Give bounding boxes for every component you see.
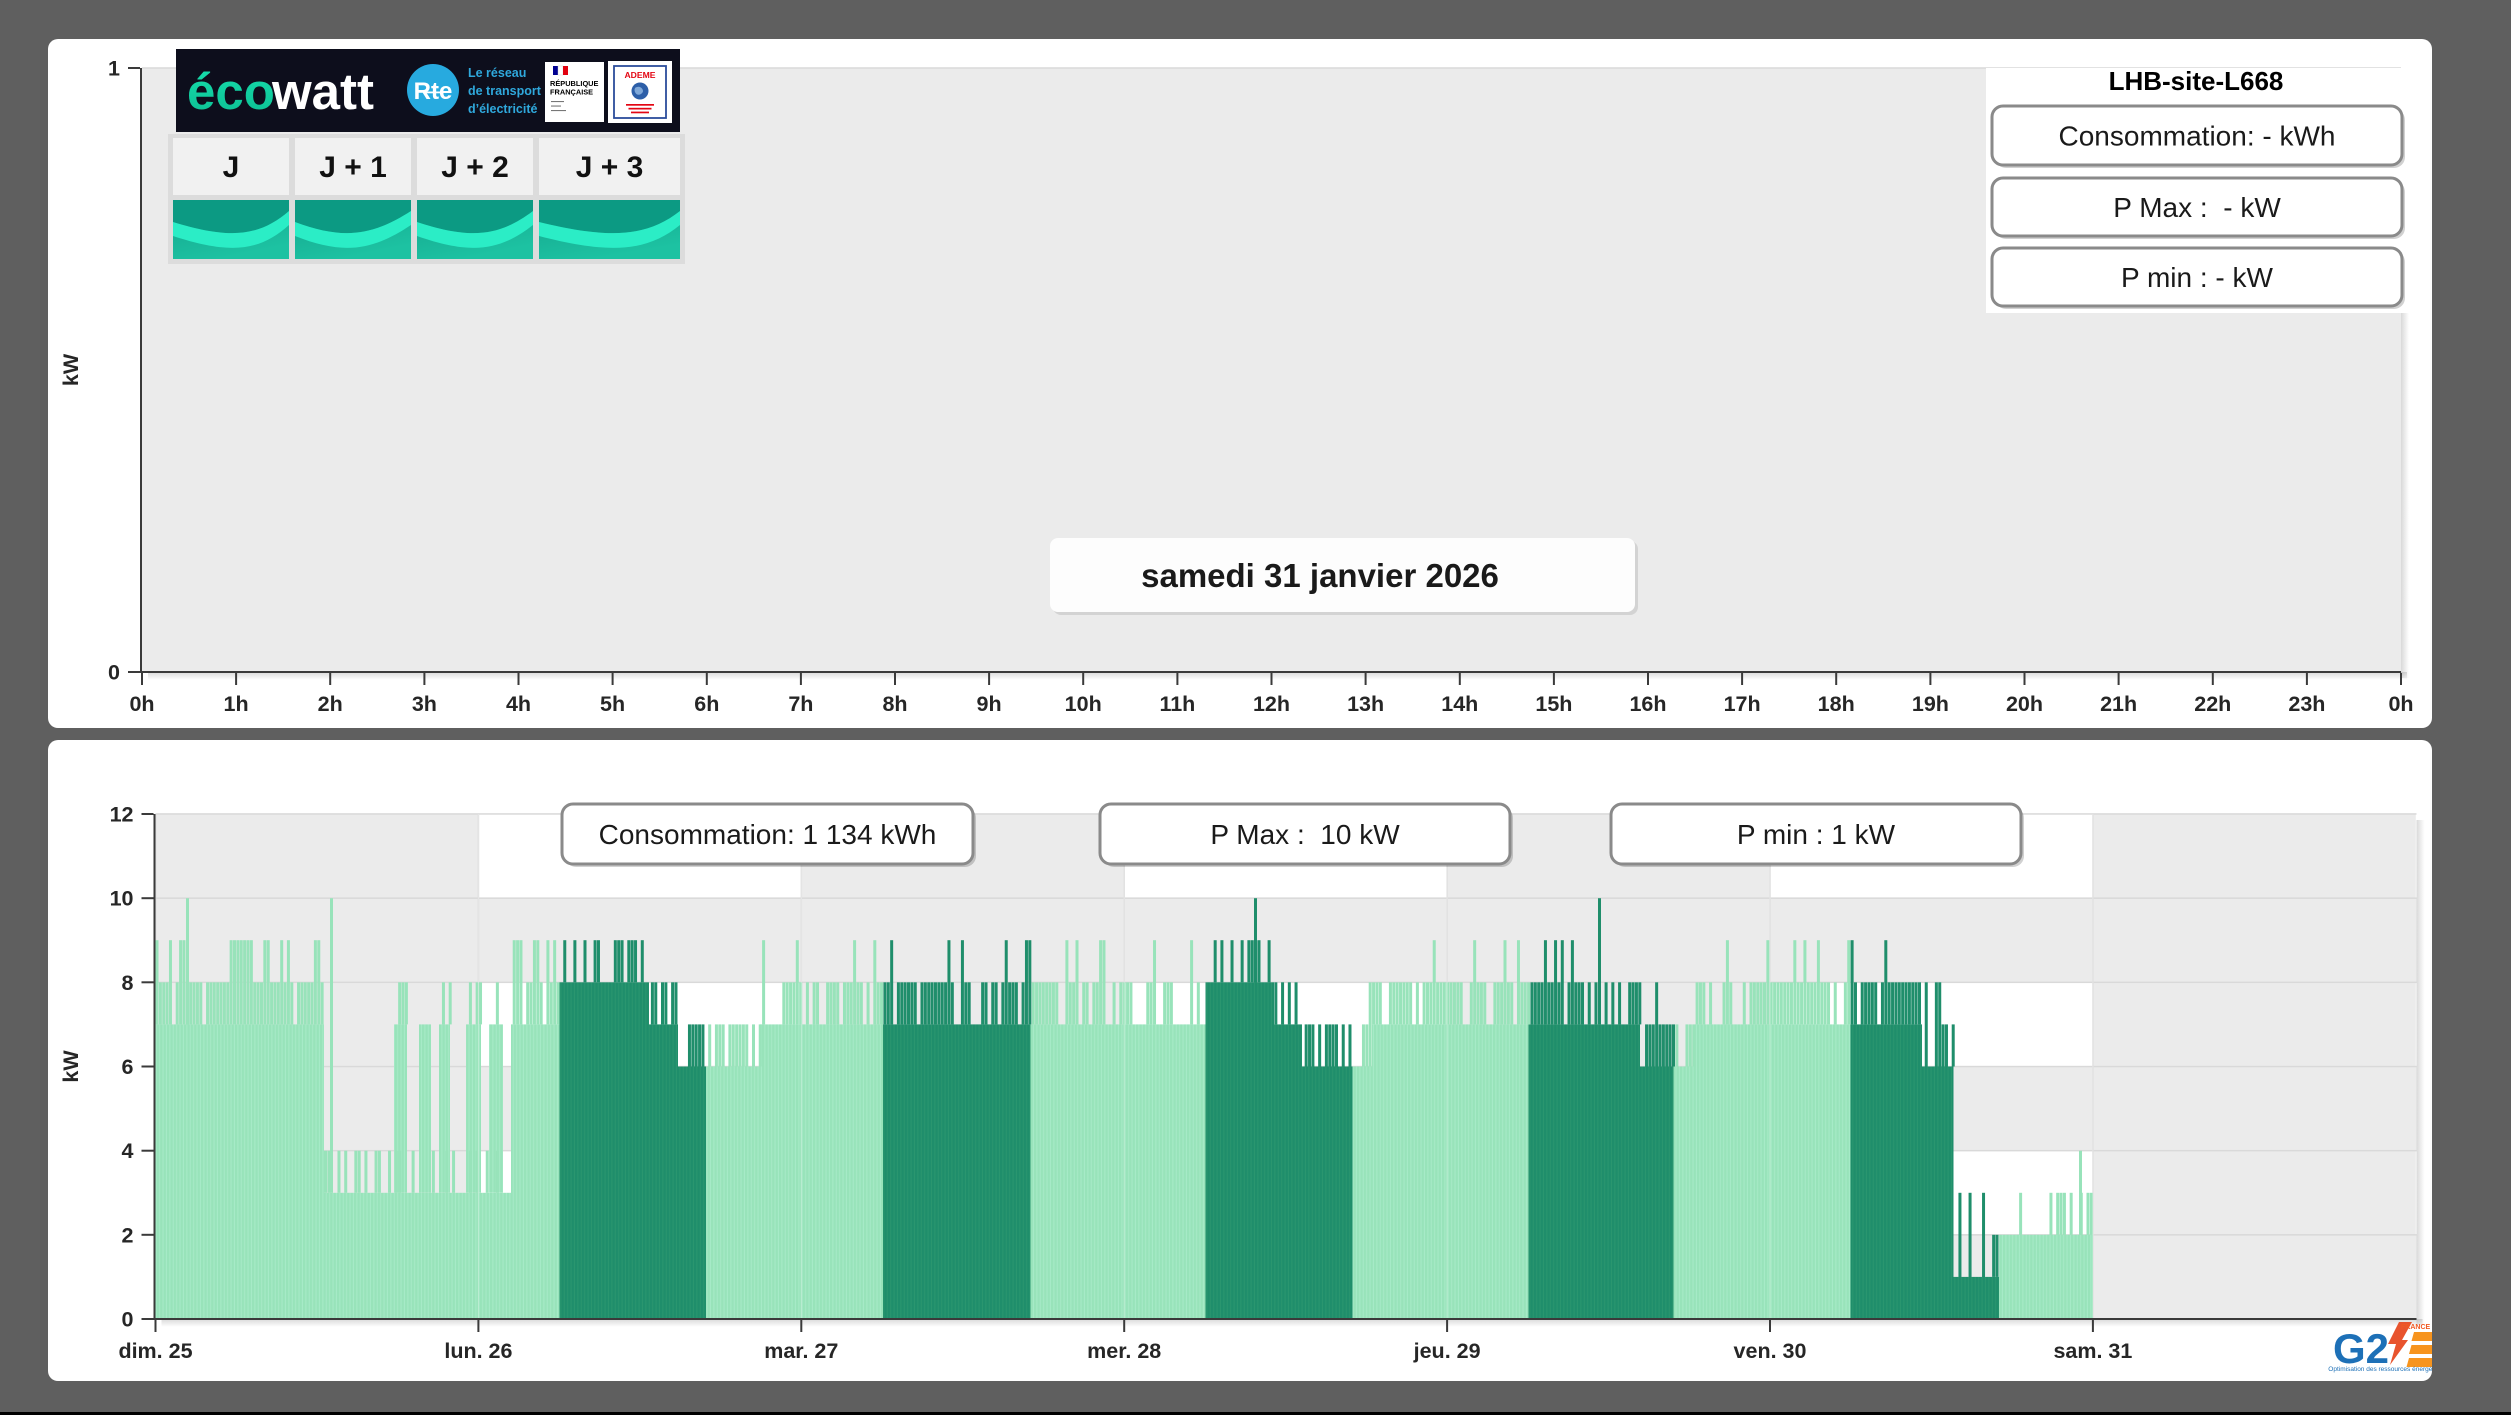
svg-text:RÉPUBLIQUE: RÉPUBLIQUE: [550, 79, 599, 88]
svg-text:G2: G2: [2333, 1325, 2389, 1372]
svg-text:éco: éco: [187, 63, 275, 120]
svg-text:LHB-site-L668: LHB-site-L668: [2109, 66, 2284, 96]
svg-text:14h: 14h: [1441, 692, 1478, 716]
svg-text:P Max : - kW: P Max : - kW: [2113, 192, 2281, 223]
svg-text:20h: 20h: [2006, 692, 2043, 716]
svg-text:Optimisation des ressources én: Optimisation des ressources énergétiques: [2328, 1366, 2432, 1373]
svg-text:kW: kW: [59, 1050, 83, 1083]
svg-text:P min : - kW: P min : - kW: [2121, 262, 2274, 293]
svg-text:2: 2: [122, 1223, 134, 1247]
svg-text:P min : 1 kW: P min : 1 kW: [1737, 819, 1896, 850]
svg-text:5h: 5h: [600, 692, 625, 716]
svg-text:FRANÇAISE: FRANÇAISE: [550, 88, 593, 97]
svg-text:8: 8: [122, 971, 134, 995]
svg-text:lun. 26: lun. 26: [444, 1339, 512, 1363]
svg-text:8h: 8h: [882, 692, 907, 716]
svg-text:6h: 6h: [694, 692, 719, 716]
svg-text:10h: 10h: [1065, 692, 1102, 716]
svg-text:22h: 22h: [2194, 692, 2231, 716]
svg-text:21h: 21h: [2100, 692, 2137, 716]
svg-text:1: 1: [108, 57, 120, 81]
svg-text:Consommation: - kWh: Consommation: - kWh: [2059, 120, 2336, 151]
svg-text:Le réseau: Le réseau: [468, 66, 526, 80]
svg-text:13h: 13h: [1347, 692, 1384, 716]
svg-text:P Max : 10 kW: P Max : 10 kW: [1210, 819, 1400, 850]
svg-text:17h: 17h: [1724, 692, 1761, 716]
svg-text:ven. 30: ven. 30: [1734, 1339, 1807, 1363]
svg-text:1h: 1h: [224, 692, 249, 716]
svg-text:J + 1: J + 1: [319, 151, 387, 184]
svg-text:7h: 7h: [788, 692, 813, 716]
svg-text:kW: kW: [59, 353, 83, 386]
svg-text:4: 4: [122, 1139, 134, 1163]
svg-text:d’électricité: d’électricité: [468, 102, 538, 116]
svg-text:jeu. 29: jeu. 29: [1413, 1339, 1481, 1363]
svg-text:J: J: [223, 151, 240, 184]
svg-text:0h: 0h: [129, 692, 154, 716]
svg-text:12h: 12h: [1253, 692, 1290, 716]
svg-text:mer. 28: mer. 28: [1087, 1339, 1161, 1363]
svg-text:2h: 2h: [318, 692, 343, 716]
svg-text:23h: 23h: [2288, 692, 2325, 716]
svg-text:0: 0: [108, 661, 120, 685]
svg-text:3h: 3h: [412, 692, 437, 716]
svg-text:0h: 0h: [2388, 692, 2413, 716]
svg-text:9h: 9h: [977, 692, 1002, 716]
svg-text:18h: 18h: [1818, 692, 1855, 716]
svg-text:4h: 4h: [506, 692, 531, 716]
svg-text:ADEME: ADEME: [624, 70, 655, 80]
svg-text:11h: 11h: [1159, 692, 1195, 716]
svg-text:de transport: de transport: [468, 84, 542, 98]
svg-text:mar. 27: mar. 27: [764, 1339, 838, 1363]
svg-text:sam. 31: sam. 31: [2053, 1339, 2132, 1363]
svg-text:watt: watt: [271, 63, 374, 120]
svg-text:19h: 19h: [1912, 692, 1949, 716]
svg-text:J + 2: J + 2: [441, 151, 509, 184]
svg-text:J + 3: J + 3: [576, 151, 644, 184]
svg-text:samedi 31 janvier 2026: samedi 31 janvier 2026: [1141, 557, 1499, 594]
svg-text:10: 10: [110, 887, 134, 911]
svg-text:FRANCE: FRANCE: [2401, 1324, 2430, 1331]
svg-text:dim. 25: dim. 25: [118, 1339, 192, 1363]
svg-text:0: 0: [122, 1308, 134, 1332]
svg-text:12: 12: [110, 803, 134, 827]
svg-text:Consommation: 1 134 kWh: Consommation: 1 134 kWh: [599, 819, 937, 850]
svg-text:15h: 15h: [1535, 692, 1572, 716]
svg-text:16h: 16h: [1629, 692, 1666, 716]
svg-text:6: 6: [122, 1055, 134, 1079]
